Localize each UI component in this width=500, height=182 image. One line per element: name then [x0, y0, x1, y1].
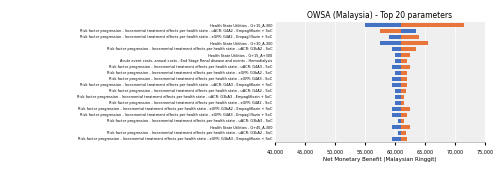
Bar [401, 59, 407, 63]
Bar [392, 137, 401, 141]
Bar [398, 131, 401, 135]
X-axis label: Net Monetary Benefit (Malaysian Ringgit): Net Monetary Benefit (Malaysian Ringgit) [323, 157, 437, 162]
Bar [392, 125, 401, 129]
Bar [401, 101, 404, 105]
Bar [395, 95, 401, 99]
Bar [398, 119, 401, 123]
Bar [401, 41, 428, 45]
Bar [401, 113, 407, 117]
Bar [392, 47, 401, 51]
Bar [392, 83, 401, 87]
Bar [401, 125, 410, 129]
Bar [401, 71, 407, 75]
Bar [392, 65, 401, 69]
Bar [401, 107, 410, 111]
Bar [395, 89, 401, 93]
Bar [392, 77, 401, 81]
Bar [401, 137, 407, 141]
Title: OWSA (Malaysia) - Top 20 parameters: OWSA (Malaysia) - Top 20 parameters [308, 11, 452, 20]
Bar [401, 131, 406, 135]
Bar [380, 29, 401, 33]
Bar [389, 35, 401, 39]
Bar [401, 29, 416, 33]
Bar [380, 41, 401, 45]
Bar [392, 113, 401, 117]
Bar [401, 23, 464, 27]
Bar [401, 89, 406, 93]
Bar [392, 107, 401, 111]
Bar [401, 65, 410, 69]
Bar [401, 119, 404, 123]
Bar [401, 77, 407, 81]
Bar [401, 83, 407, 87]
Bar [401, 95, 404, 99]
Bar [395, 53, 401, 57]
Bar [401, 53, 410, 57]
Bar [395, 101, 401, 105]
Bar [401, 47, 416, 51]
Bar [365, 23, 401, 27]
Bar [395, 59, 401, 63]
Bar [401, 35, 419, 39]
Bar [395, 71, 401, 75]
